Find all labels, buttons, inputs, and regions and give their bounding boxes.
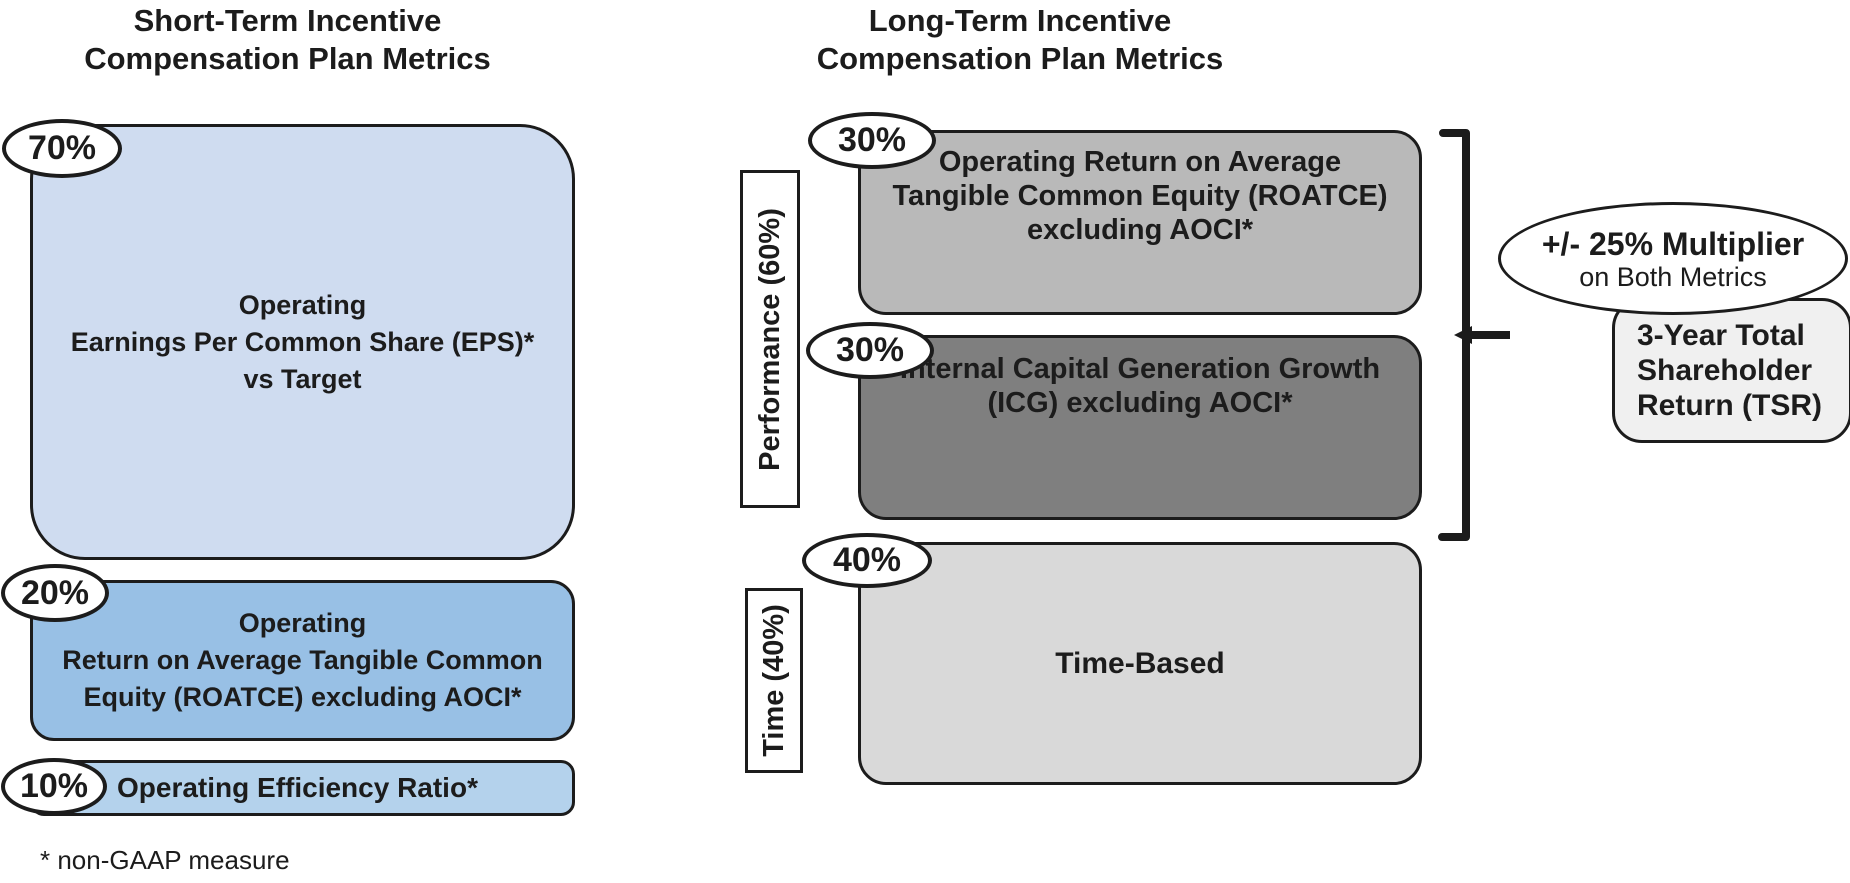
st-roatce-pct-label: 20% xyxy=(20,573,90,612)
tsr-line1: 3-Year Total xyxy=(1637,319,1805,352)
performance-group-label-text: Performance (60%) xyxy=(753,207,786,471)
lt-roatce-line1: Operating Return on Average xyxy=(938,146,1342,178)
tsr-line2: Shareholder xyxy=(1637,354,1813,387)
st-roatce-pct-badge: 20% xyxy=(1,564,109,622)
multiplier-line2: on Both Metrics xyxy=(1579,261,1767,292)
st-roatce-line1: Operating xyxy=(238,608,367,638)
long-term-title: Long-Term Incentive Compensation Plan Me… xyxy=(760,2,1280,78)
eps-pct-label: 70% xyxy=(27,129,97,167)
short-term-title-line1: Short-Term Incentive xyxy=(133,3,442,38)
time-group-label: Time (40%) xyxy=(745,588,803,773)
efficiency-box: Operating Efficiency Ratio* xyxy=(30,760,575,816)
efficiency-pct-badge: 10% xyxy=(1,758,107,815)
st-roatce-line2: Return on Average Tangible Common xyxy=(62,645,543,675)
eps-box: Operating Earnings Per Common Share (EPS… xyxy=(30,124,575,560)
lt-roatce-pct-badge: 30% xyxy=(808,112,936,169)
short-term-title: Short-Term Incentive Compensation Plan M… xyxy=(30,2,545,78)
st-roatce-box: Operating Return on Average Tangible Com… xyxy=(30,580,575,741)
time-based-line1: Time-Based xyxy=(1055,646,1225,680)
eps-box-line1: Operating xyxy=(238,289,367,320)
eps-box-line2: Earnings Per Common Share (EPS)* xyxy=(70,326,535,357)
icg-pct-badge: 30% xyxy=(806,322,934,379)
multiplier-bubble: +/- 25% Multiplier on Both Metrics xyxy=(1498,202,1848,315)
time-based-pct-badge: 40% xyxy=(802,533,932,588)
time-based-pct-label: 40% xyxy=(832,541,902,579)
icg-line2: (ICG) excluding AOCI* xyxy=(987,387,1293,419)
icg-line1: Internal Capital Generation Growth xyxy=(899,353,1381,385)
long-term-title-line1: Long-Term Incentive xyxy=(868,3,1172,38)
time-based-box: Time-Based xyxy=(858,542,1422,785)
efficiency-pct-label: 10% xyxy=(19,767,89,805)
lt-roatce-pct-label: 30% xyxy=(837,121,907,159)
st-roatce-line3: Equity (ROATCE) excluding AOCI* xyxy=(83,682,522,712)
short-term-title-line2: Compensation Plan Metrics xyxy=(84,41,491,76)
tsr-line3: Return (TSR) xyxy=(1637,389,1822,422)
lt-roatce-line2: Tangible Common Equity (ROATCE) xyxy=(892,180,1388,212)
eps-pct-badge: 70% xyxy=(2,119,122,178)
icg-pct-label: 30% xyxy=(835,331,905,369)
lt-roatce-line3: excluding AOCI* xyxy=(1026,214,1254,246)
long-term-title-line2: Compensation Plan Metrics xyxy=(816,41,1224,76)
time-group-label-text: Time (40%) xyxy=(757,604,790,757)
performance-bracket xyxy=(1438,129,1510,541)
tsr-box: 3-Year Total Shareholder Return (TSR) xyxy=(1612,298,1850,443)
icg-box: Internal Capital Generation Growth (ICG)… xyxy=(858,335,1422,520)
performance-group-label: Performance (60%) xyxy=(740,170,800,508)
efficiency-line1: Operating Efficiency Ratio* xyxy=(117,772,478,803)
multiplier-line1: +/- 25% Multiplier xyxy=(1541,225,1805,262)
eps-box-line3: vs Target xyxy=(243,363,362,394)
lt-roatce-box: Operating Return on Average Tangible Com… xyxy=(858,130,1422,315)
non-gaap-footnote: * non-GAAP measure xyxy=(40,845,290,875)
